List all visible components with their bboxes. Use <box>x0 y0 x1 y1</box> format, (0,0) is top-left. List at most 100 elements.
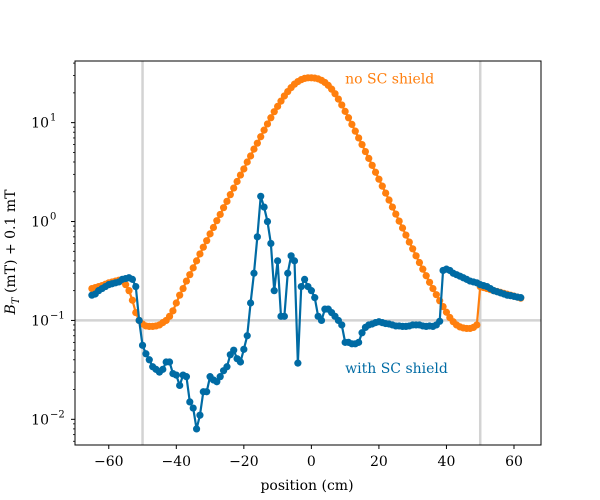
data-point <box>159 365 167 373</box>
y-tick-label: 10 <box>31 412 49 428</box>
y-tick-label: 10 <box>31 116 49 132</box>
data-point <box>341 107 349 115</box>
y-axis-label: BT (mT) + 0.1 mT <box>3 189 22 316</box>
data-point <box>253 139 261 147</box>
data-point <box>240 345 248 353</box>
data-point <box>270 287 278 295</box>
data-point <box>135 316 143 325</box>
data-point <box>243 332 251 340</box>
data-point <box>250 269 258 277</box>
data-point <box>260 126 268 134</box>
data-point <box>432 291 440 299</box>
data-point <box>223 363 231 371</box>
data-point <box>182 373 191 381</box>
data-point <box>473 321 481 329</box>
data-point <box>192 425 201 433</box>
data-point <box>388 203 397 211</box>
data-point <box>355 338 363 346</box>
data-point <box>365 154 373 162</box>
data-point <box>213 378 221 386</box>
data-point <box>179 284 187 293</box>
data-point <box>301 275 309 283</box>
data-point <box>128 296 137 304</box>
data-point <box>267 114 275 122</box>
data-point <box>176 381 184 390</box>
data-point <box>182 277 191 285</box>
data-point <box>338 101 346 109</box>
data-point <box>165 312 174 320</box>
data-point <box>385 196 393 204</box>
x-axis-label: position (cm) <box>260 478 353 494</box>
data-point <box>243 158 251 166</box>
annotation-with-sc-shield: with SC shield <box>345 361 448 377</box>
reference-lines <box>75 61 541 445</box>
data-point <box>294 359 302 367</box>
data-point <box>223 197 231 205</box>
data-point <box>250 145 258 153</box>
data-point <box>263 217 272 226</box>
data-point <box>378 182 386 190</box>
data-point <box>213 217 221 225</box>
annotation-no-sc-shield: no SC shield <box>345 71 434 87</box>
x-tick-label: 0 <box>307 454 316 470</box>
data-point <box>402 231 410 239</box>
data-point <box>196 250 204 258</box>
data-point <box>233 177 241 186</box>
data-point <box>355 134 363 142</box>
data-point <box>338 321 346 329</box>
data-point <box>307 287 315 295</box>
data-point <box>280 312 288 320</box>
data-point <box>368 161 376 169</box>
data-point <box>267 239 275 248</box>
data-point <box>246 152 255 160</box>
data-point <box>415 258 424 267</box>
data-point <box>382 189 390 197</box>
data-point <box>436 317 444 325</box>
x-tick-label: 60 <box>505 454 523 470</box>
data-point <box>371 168 380 176</box>
y-tick-exponent: 0 <box>50 212 56 223</box>
data-point <box>240 165 248 173</box>
x-tick-label: −60 <box>94 454 124 470</box>
data-point <box>392 210 400 218</box>
data-point <box>270 108 278 116</box>
x-tick-label: −20 <box>229 454 259 470</box>
y-tick-label: 10 <box>31 313 49 329</box>
x-tick-label: 20 <box>370 454 388 470</box>
data-point <box>257 133 265 141</box>
data-point <box>216 210 224 219</box>
data-point <box>361 147 370 156</box>
data-point <box>122 281 130 289</box>
data-point <box>206 230 214 238</box>
data-point <box>219 204 228 212</box>
y-tick-label: 10 <box>31 215 49 231</box>
data-point <box>216 373 224 381</box>
data-point <box>409 245 417 253</box>
data-point <box>192 257 201 265</box>
data-point <box>263 120 272 128</box>
data-point <box>209 223 218 232</box>
x-tick-label: −40 <box>162 454 192 470</box>
plot-frame <box>74 60 542 446</box>
data-point <box>169 307 177 315</box>
data-point <box>412 252 420 260</box>
data-point <box>189 404 197 412</box>
data-point <box>284 269 292 277</box>
data-point <box>277 97 285 105</box>
data-point <box>176 291 184 299</box>
data-point <box>203 388 211 396</box>
y-tick-exponent: −1 <box>50 310 65 321</box>
data-point <box>395 217 403 225</box>
data-point <box>189 264 197 272</box>
data-point <box>236 358 245 366</box>
data-point <box>274 257 282 265</box>
data-point <box>260 203 268 211</box>
data-point <box>351 127 359 135</box>
data-point <box>405 238 413 246</box>
data-point <box>125 287 133 295</box>
data-point <box>230 184 238 192</box>
data-point <box>398 224 407 232</box>
data-point <box>442 308 451 316</box>
